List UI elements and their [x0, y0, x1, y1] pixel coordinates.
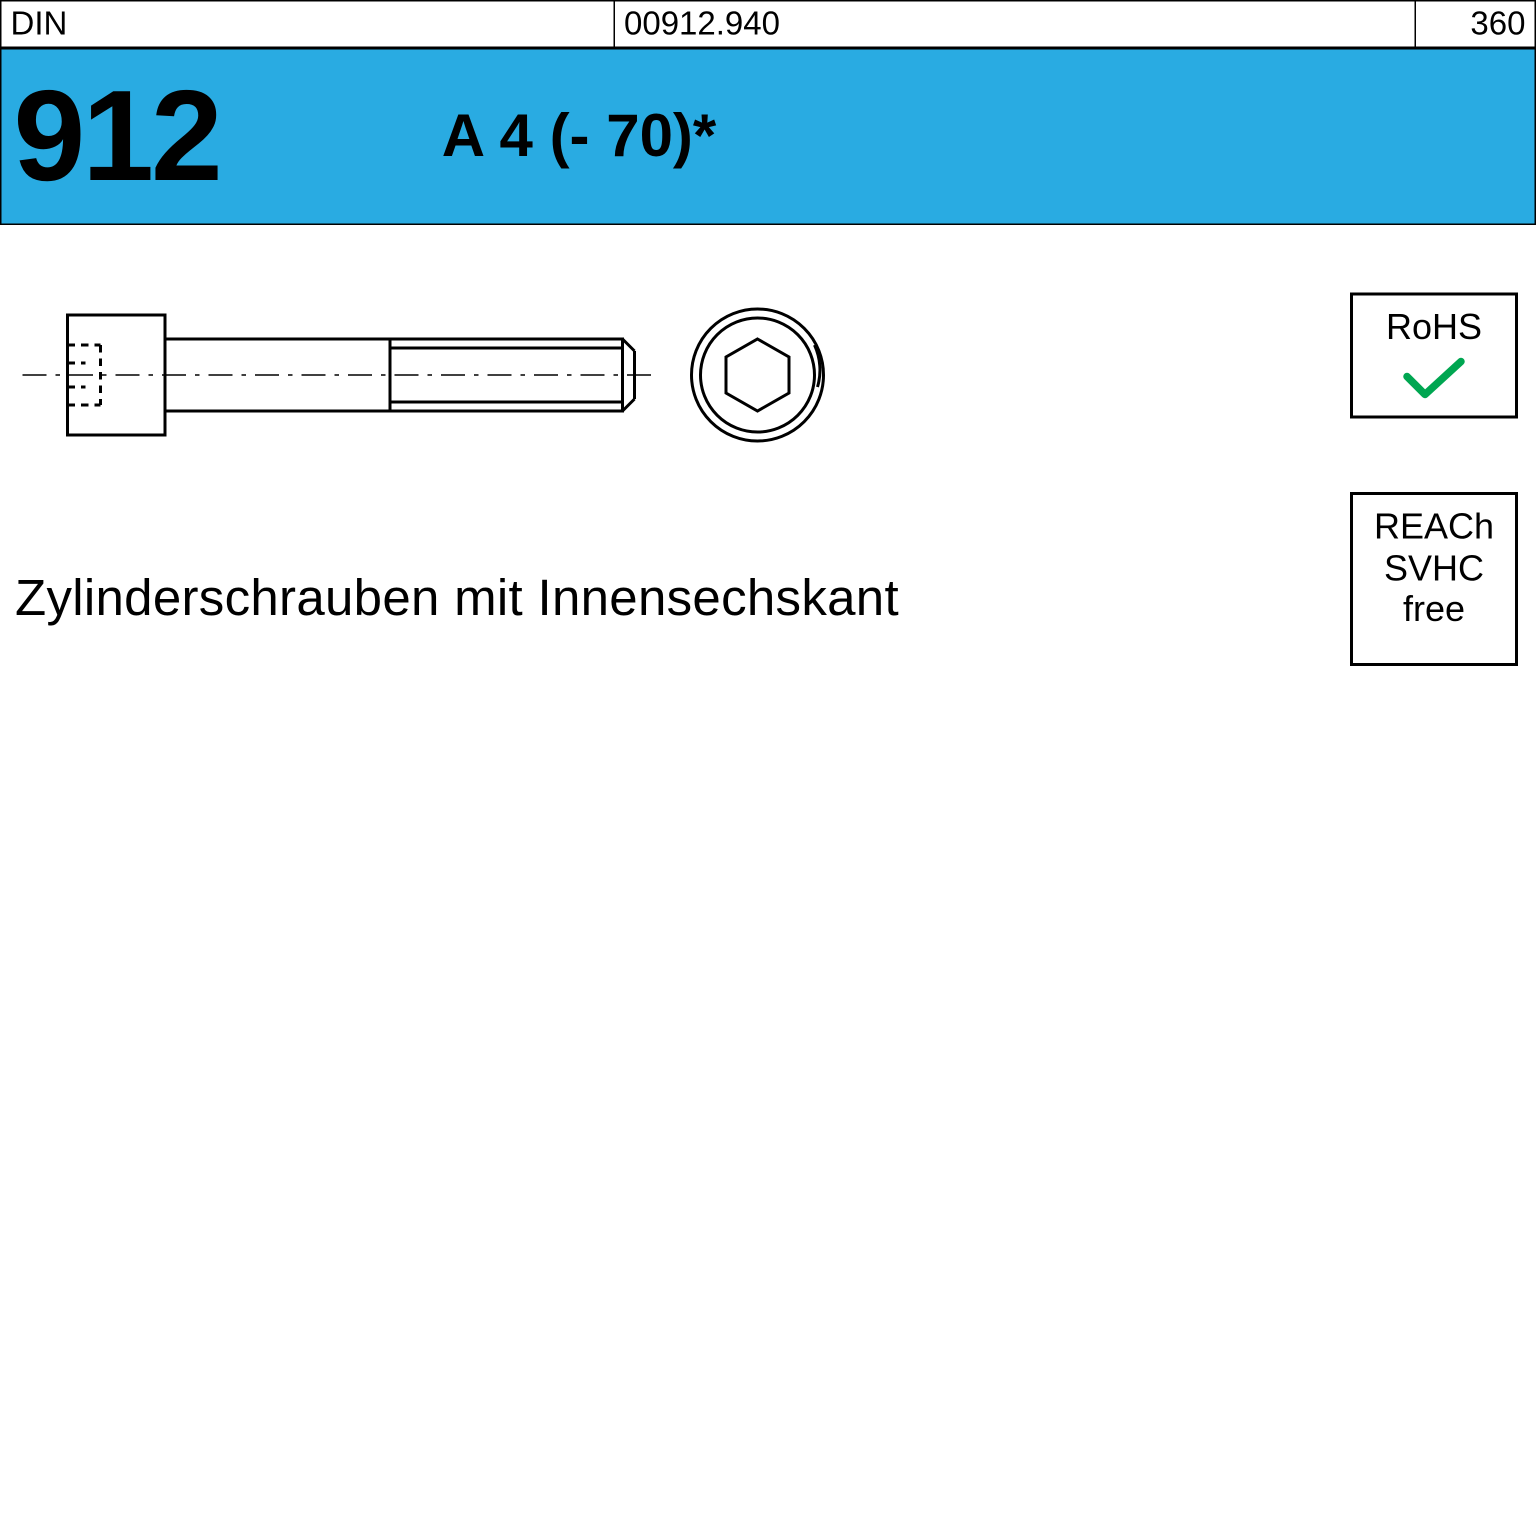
article-code-text: 00912.940: [624, 5, 780, 44]
badge-reach-line1: REACh: [1362, 507, 1506, 548]
product-name: Zylinderschrauben mit Innensechskant: [15, 570, 899, 629]
product-name-text: Zylinderschrauben mit Innensechskant: [15, 570, 899, 627]
technical-drawing: [23, 270, 863, 480]
badge-rohs: RoHS: [1350, 293, 1518, 419]
badge-reach-line3: free: [1362, 590, 1506, 631]
badge-reach: REACh SVHC free: [1350, 492, 1518, 666]
standard-number: 912: [2, 72, 220, 201]
header-article-code: 00912.940: [615, 0, 1416, 48]
header-row: DIN 00912.940 360: [0, 0, 1536, 48]
standard-band: 912 A 4 (- 70)*: [0, 48, 1536, 225]
standard-prefix-text: DIN: [11, 5, 68, 44]
header-standard-prefix: DIN: [0, 0, 615, 48]
header-qty: 360: [1416, 0, 1536, 48]
badge-rohs-label: RoHS: [1362, 308, 1506, 349]
material-spec: A 4 (- 70)*: [442, 103, 717, 171]
check-icon: [1401, 355, 1467, 400]
qty-text: 360: [1470, 5, 1525, 44]
badge-reach-line2: SVHC: [1362, 548, 1506, 589]
